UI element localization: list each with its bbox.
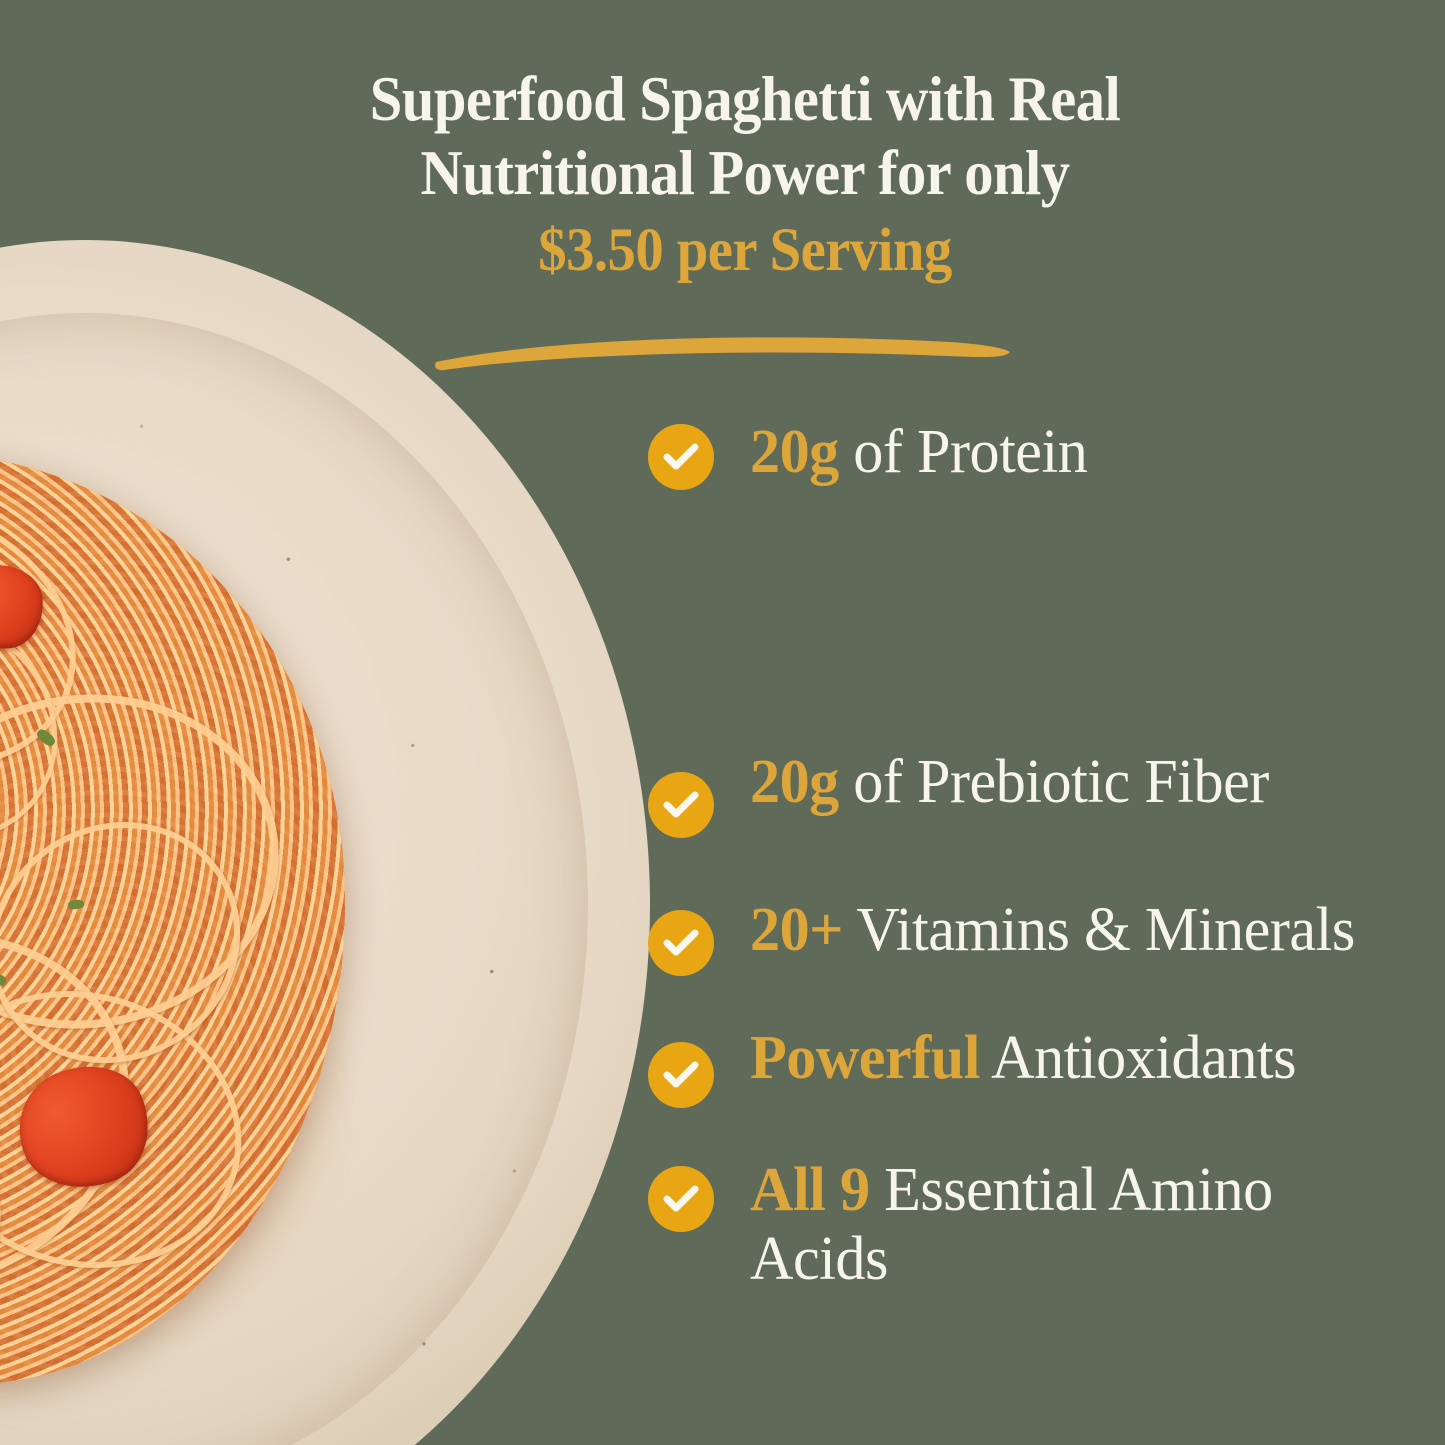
benefit-highlight: Powerful (750, 1024, 980, 1092)
benefit-text: Powerful Antioxidants (750, 1022, 1297, 1093)
benefit-text: 20g of Prebiotic Fiber (750, 746, 1269, 817)
benefit-highlight: 20+ (750, 896, 843, 964)
checkmark-icon (663, 1061, 699, 1088)
benefit-item-fiber: 20g of Prebiotic Fiber (648, 594, 1378, 838)
check-circle-icon (648, 1042, 714, 1108)
benefit-item-amino-acids: All 9 Essential Amino Acids (648, 1154, 1378, 1295)
benefit-highlight: 20g (750, 748, 839, 816)
checkmark-icon (663, 929, 699, 956)
ceramic-bowl (0, 240, 650, 1445)
check-circle-icon (648, 910, 714, 976)
benefit-rest: of Prebiotic Fiber (838, 748, 1269, 816)
checkmark-icon (663, 443, 699, 470)
benefit-rest: Vitamins & Minerals (842, 896, 1355, 964)
headline-line-2: Nutritional Power for only (420, 138, 1070, 209)
underline-swoosh-icon (435, 337, 1010, 371)
benefit-item-protein: 20g of Protein (648, 416, 1378, 490)
headline: Superfood Spaghetti with Real Nutritiona… (220, 62, 1271, 287)
spaghetti-bowl-photo (0, 240, 660, 1445)
headline-line-1: Superfood Spaghetti with Real (369, 64, 1121, 134)
check-circle-icon (648, 424, 714, 490)
pasta-mound (0, 452, 345, 1384)
benefits-list: 20g of Protein 20g of Prebiotic Fiber 20… (648, 416, 1378, 1333)
checkmark-icon (663, 1185, 699, 1212)
benefit-text: 20g of Protein (750, 416, 1088, 487)
benefit-text: All 9 Essential Amino Acids (750, 1154, 1359, 1295)
check-circle-icon (648, 772, 714, 838)
benefit-item-antioxidants: Powerful Antioxidants (648, 1022, 1378, 1108)
noodle-texture (0, 452, 345, 1384)
benefit-highlight: All 9 (750, 1156, 870, 1224)
benefit-rest: Essential Amino Acids (750, 1156, 1273, 1294)
benefit-rest: of Protein (838, 418, 1088, 486)
checkmark-icon (663, 791, 699, 818)
benefit-item-vitamins: 20+ Vitamins & Minerals (648, 894, 1378, 976)
benefit-text: 20+ Vitamins & Minerals (750, 894, 1355, 965)
headline-price: $3.50 per Serving (538, 216, 952, 284)
benefit-rest: Antioxidants (979, 1024, 1297, 1092)
check-circle-icon (648, 1166, 714, 1232)
benefit-highlight: 20g (750, 418, 839, 486)
